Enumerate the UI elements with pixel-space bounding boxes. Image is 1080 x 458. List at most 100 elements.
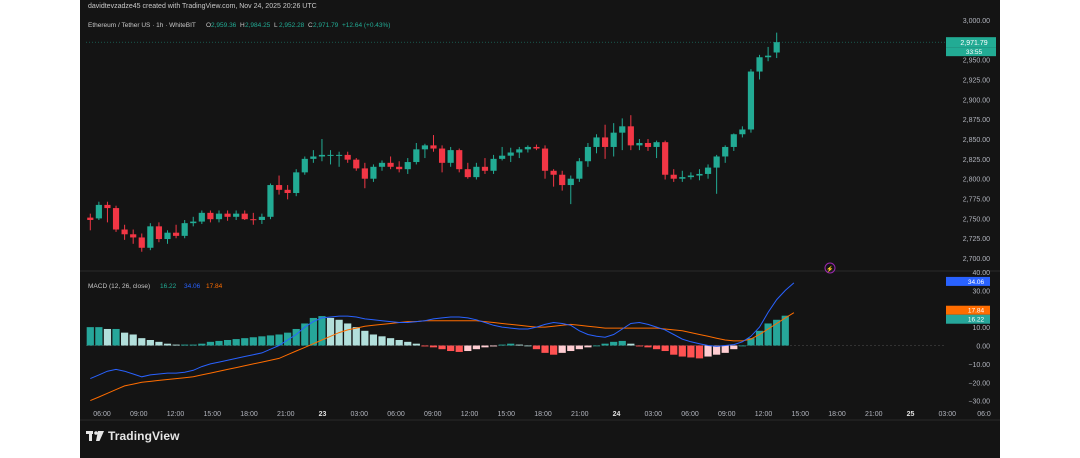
macd-histogram-bar (764, 323, 772, 346)
price-tick-label: 2,750.00 (963, 216, 990, 223)
candle-body (198, 212, 205, 222)
tradingview-brand[interactable]: TradingView (86, 429, 180, 443)
ohlc-legend-key: H (240, 22, 245, 29)
macd-histogram-bar (292, 328, 300, 346)
candle-body (155, 226, 163, 240)
macd-histogram-bar (541, 345, 549, 353)
macd-histogram-bar (738, 345, 746, 347)
macd-histogram-bar (112, 328, 120, 346)
candle-body (267, 185, 274, 217)
macd-histogram-bar (404, 341, 412, 346)
candle-body (593, 137, 600, 147)
candle-body (490, 158, 497, 171)
brand-name: TradingView (108, 429, 180, 443)
candle-body (765, 55, 772, 58)
price-tick-label: 2,700.00 (963, 256, 990, 263)
ohlc-legend-value: 2,971.79 (313, 22, 339, 29)
macd-histogram-bar (429, 345, 438, 348)
price-tick-label: 2,775.00 (963, 197, 990, 204)
candle-body (241, 213, 248, 220)
chart-canvas[interactable]: 3,000.002,975.002,950.002,925.002,900.00… (80, 0, 1000, 458)
time-tick-label: 12:00 (755, 411, 773, 418)
candle-body (104, 204, 111, 209)
candle-body (284, 189, 291, 193)
macd-histogram-bar (773, 319, 781, 346)
macd-histogram-bar (266, 335, 275, 346)
candle-body (404, 162, 411, 170)
candle-body (773, 42, 780, 53)
time-tick-label: 25 (907, 411, 915, 418)
macd-histogram-bar (318, 316, 326, 346)
time-tick-label: 03:00 (938, 411, 956, 418)
candle-body (344, 154, 351, 160)
candle-body (215, 213, 223, 220)
ohlc-legend-value: 2,952.28 (279, 22, 305, 29)
macd-histogram-bar (352, 327, 360, 346)
candle-body (541, 148, 549, 171)
candle-body (207, 212, 214, 220)
macd-histogram-bar (438, 345, 446, 350)
macd-histogram-bar (241, 338, 249, 346)
candle-body (327, 154, 334, 156)
candle-body (396, 166, 403, 170)
time-tick-label: 12:00 (167, 411, 185, 418)
macd-histogram-bar (121, 332, 129, 346)
macd-histogram-bar (584, 345, 592, 348)
symbol-label: Ethereum / Tether US · 1h · WhiteBIT (88, 22, 196, 29)
macd-histogram-bar (155, 341, 163, 346)
macd-histogram-bar (781, 315, 789, 346)
macd-histogram-bar (670, 345, 678, 355)
candle-body (275, 185, 283, 190)
macd-histogram-bar (275, 334, 283, 346)
macd-histogram-bar (575, 345, 583, 350)
candle-body (627, 126, 634, 146)
time-tick-label: 15:00 (203, 411, 221, 418)
macd-histogram-bar (610, 341, 618, 346)
macd-value-tag-label: 34.06 (968, 279, 985, 286)
macd-histogram-bar (181, 344, 189, 346)
candle-body (361, 168, 368, 179)
macd-legend-macd: 34.06 (184, 283, 201, 290)
macd-histogram-bar (86, 327, 94, 346)
time-tick-label: 06:00 (93, 411, 111, 418)
macd-histogram-bar (284, 332, 292, 346)
macd-histogram-bar (309, 317, 317, 346)
candle-body (190, 221, 197, 224)
time-tick-label: 21:00 (865, 411, 883, 418)
macd-tick-label: 30.00 (972, 288, 990, 295)
time-tick-label: 03:00 (350, 411, 368, 418)
event-marker-icon (824, 262, 836, 274)
time-tick-label: 21:00 (571, 411, 589, 418)
candle-body (584, 146, 592, 162)
candle-body (430, 145, 437, 149)
price-tick-label: 2,825.00 (963, 157, 990, 164)
macd-histogram-bar (747, 338, 755, 346)
candle-body (713, 156, 720, 168)
macd-histogram-bar (258, 336, 266, 346)
time-tick-label: 15:00 (497, 411, 515, 418)
ohlc-legend-key: L (274, 22, 278, 29)
candle-body (662, 142, 669, 175)
candle-body (250, 219, 257, 221)
time-tick-label: 21:00 (277, 411, 295, 418)
candle-body (756, 57, 763, 72)
price-tick-label: 2,725.00 (963, 236, 990, 243)
macd-histogram-bar (687, 345, 695, 358)
candle-body (507, 152, 514, 156)
macd-histogram-bar (721, 345, 729, 353)
macd-histogram-bar (635, 345, 644, 347)
time-tick-label: 03:00 (644, 411, 662, 418)
ohlc-legend-key: O (206, 22, 211, 29)
candle-body (224, 213, 231, 217)
countdown-tag (946, 47, 996, 57)
macd-histogram-bar (618, 340, 626, 346)
candle-body (481, 166, 489, 171)
candle-body (293, 172, 300, 193)
macd-histogram-bar (198, 343, 206, 346)
candle-body (164, 232, 171, 240)
candle-body (181, 223, 188, 236)
price-tick-label: 2,800.00 (963, 177, 990, 184)
caption-text: davidtevzadze45 created with TradingView… (88, 3, 317, 10)
macd-histogram-bar (189, 344, 197, 346)
macd-histogram-bar (138, 338, 146, 346)
